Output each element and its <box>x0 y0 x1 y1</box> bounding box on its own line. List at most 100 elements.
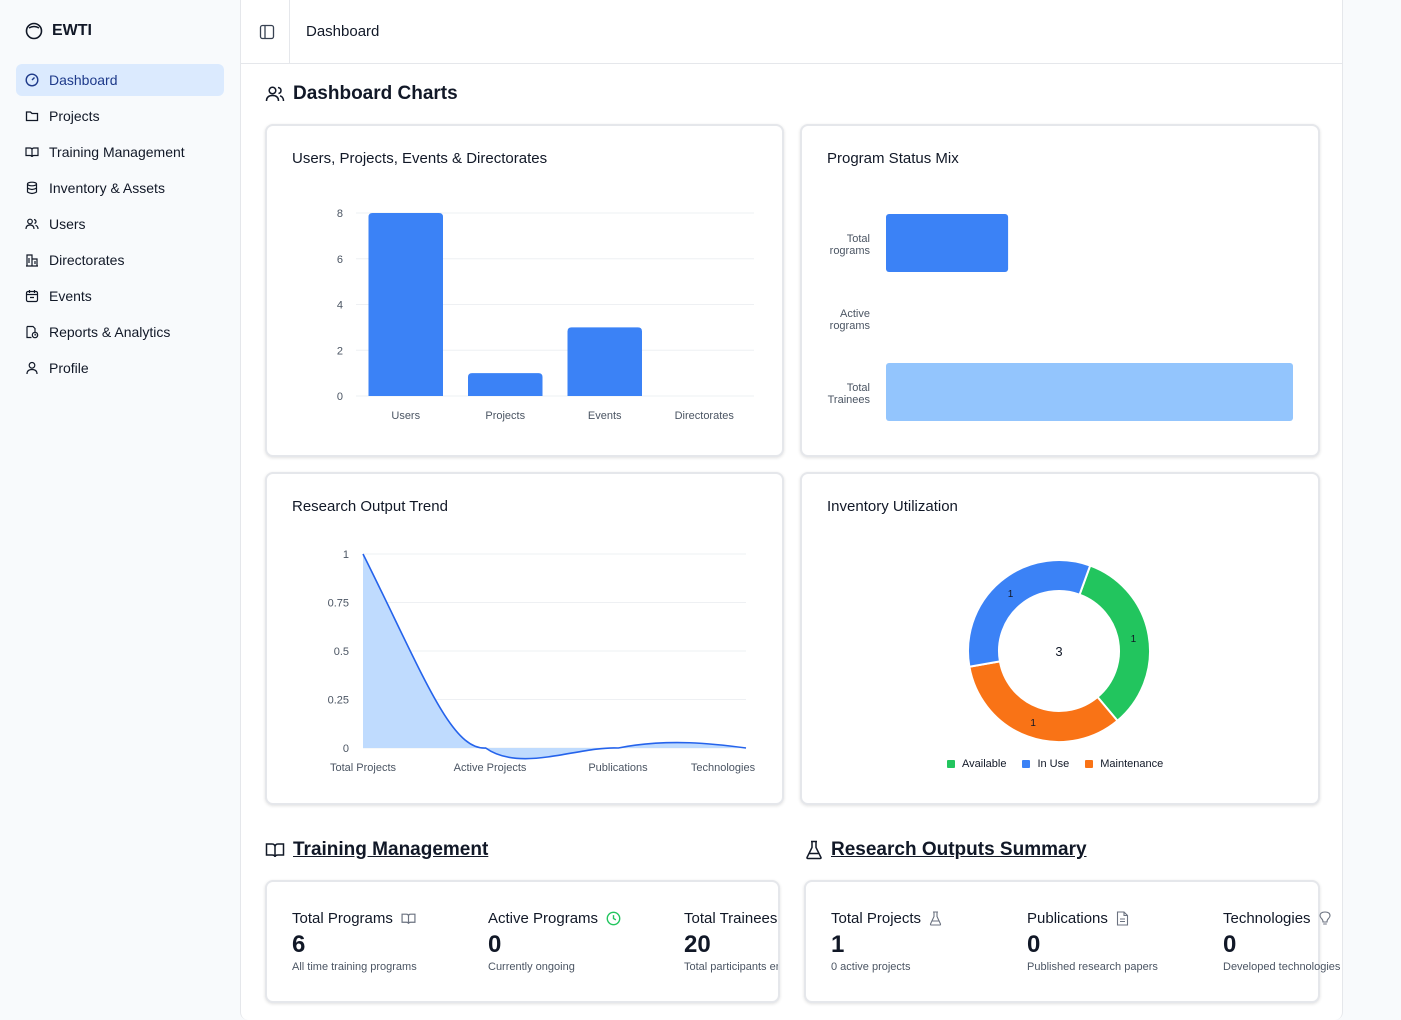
sidebar-nav: Dashboard Projects Training Management I… <box>16 64 224 388</box>
legend-label: In Use <box>1037 758 1070 770</box>
slice-label: 1 <box>1008 589 1014 600</box>
stat-value: 6 <box>292 931 306 958</box>
research-outputs-summary-link[interactable]: Research Outputs Summary <box>805 839 1087 861</box>
users-projects-events-chart-card: Users, Projects, Events & Directorates 0… <box>265 124 784 457</box>
y-tick-label: rograms <box>830 245 871 257</box>
pie-slice <box>967 559 1092 668</box>
flask-icon <box>929 911 942 926</box>
sidebar-item-directorates[interactable]: Directorates <box>16 244 224 276</box>
legend-item-in-use[interactable]: In Use <box>1022 758 1069 770</box>
sidebar-item-label: Profile <box>49 360 89 376</box>
legend-swatch <box>1022 760 1031 768</box>
y-tick-label: rograms <box>830 320 871 332</box>
stat-total-trainees: Total Trainees 20 Total participants enr… <box>684 910 778 973</box>
stat-value: 20 <box>684 931 711 958</box>
sidebar-item-training-management[interactable]: Training Management <box>16 136 224 168</box>
sidebar-item-events[interactable]: Events <box>16 280 224 312</box>
book-icon <box>265 843 285 858</box>
sidebar-item-inventory-assets[interactable]: Inventory & Assets <box>16 172 224 204</box>
stat-value: 0 <box>488 931 502 958</box>
stat-total-programs: Total Programs 6 All time training progr… <box>292 910 417 973</box>
bar <box>886 363 1293 421</box>
stat-label: Technologies <box>1223 910 1311 927</box>
report-icon <box>26 325 39 339</box>
y-tick-label: Total <box>847 233 870 245</box>
stat-total-projects: Total Projects 1 0 active projects <box>831 910 942 973</box>
stat-label: Active Programs <box>488 910 599 927</box>
stat-label: Total Projects <box>831 910 922 927</box>
brand[interactable]: EWTI <box>25 22 92 40</box>
training-management-link[interactable]: Training Management <box>265 839 488 861</box>
legend-item-maintenance[interactable]: Maintenance <box>1085 758 1163 770</box>
y-tick-label: 8 <box>337 208 343 220</box>
stat-value: 0 <box>1027 931 1041 958</box>
area-chart: 0 0.25 0.5 0.75 1 Total Projects Active Projec… <box>328 549 756 774</box>
pie-slice <box>968 660 1119 743</box>
document-icon <box>1116 911 1128 926</box>
logo-icon <box>25 22 43 40</box>
sidebar-item-label: Projects <box>49 108 100 124</box>
main-content: Dashboard Dashboard Charts Users, Projec… <box>240 0 1343 1020</box>
legend-item-available[interactable]: Available <box>947 758 1006 770</box>
database-icon <box>26 181 38 195</box>
legend-label: Available <box>962 758 1007 770</box>
stat-subtext: Total participants enro <box>684 961 778 973</box>
x-tick-label: Projects <box>485 410 525 422</box>
y-tick-label: 0.75 <box>328 598 349 610</box>
legend-swatch <box>947 760 955 768</box>
topbar: Dashboard <box>241 0 1342 64</box>
stat-active-programs: Active Programs 0 Currently ongoing <box>488 910 621 973</box>
legend-label: Maintenance <box>1100 758 1164 770</box>
sidebar-item-label: Reports & Analytics <box>49 324 171 340</box>
sidebar: EWTI Dashboard Projects Training Managem… <box>0 0 240 1020</box>
x-tick-label: Total Projects <box>330 762 397 774</box>
x-tick-label: Users <box>391 410 420 422</box>
bar <box>468 373 543 396</box>
calendar-icon <box>25 290 39 303</box>
area-fill <box>363 554 746 759</box>
stat-value: 1 <box>831 931 845 958</box>
clock-icon <box>606 911 621 926</box>
stat-publications: Publications 0 Published research papers <box>1027 910 1158 973</box>
topbar-divider <box>289 0 290 63</box>
pie-slice <box>1078 564 1151 723</box>
y-tick-label: Total <box>847 382 870 394</box>
book-icon <box>25 147 39 158</box>
x-tick-label: Publications <box>588 762 648 774</box>
chart-title: Inventory Utilization <box>827 498 958 515</box>
donut-center-label: 3 <box>1055 644 1062 659</box>
chart-title: Program Status Mix <box>827 150 959 167</box>
research-output-trend-card: Research Output Trend 0 0.25 0.5 0.75 1 Total… <box>265 472 784 805</box>
sidebar-item-reports-analytics[interactable]: Reports & Analytics <box>16 316 224 348</box>
y-tick-label: 1 <box>343 549 349 561</box>
sidebar-item-label: Events <box>49 288 92 304</box>
y-tick-label: 0 <box>337 391 343 403</box>
research-stats-card: Total Projects 1 0 active projects Publi… <box>804 880 1340 1003</box>
lightbulb-icon <box>1319 911 1331 925</box>
y-tick-label: 4 <box>337 300 343 312</box>
slice-label: 1 <box>1030 718 1036 729</box>
slice-label: 1 <box>1131 634 1137 645</box>
chart-legend: Available In Use Maintenance <box>947 758 1163 770</box>
folder-icon <box>25 111 39 122</box>
stat-subtext: Currently ongoing <box>488 961 575 973</box>
stat-value: 0 <box>1223 931 1237 958</box>
sidebar-item-projects[interactable]: Projects <box>16 100 224 132</box>
stat-label: Total Trainees <box>684 910 778 927</box>
sidebar-item-label: Training Management <box>49 144 185 160</box>
sidebar-item-profile[interactable]: Profile <box>16 352 224 384</box>
sidebar-item-label: Directorates <box>49 252 125 268</box>
users-icon <box>25 218 39 230</box>
sidebar-item-users[interactable]: Users <box>16 208 224 240</box>
chart-title: Research Output Trend <box>292 498 448 515</box>
stat-technologies: Technologies 0 Developed technologies <box>1223 910 1340 973</box>
y-tick-label: 6 <box>337 254 343 266</box>
chart-title: Users, Projects, Events & Directorates <box>292 150 548 167</box>
building-icon <box>26 254 38 267</box>
sidebar-toggle-icon[interactable] <box>259 24 275 40</box>
bar-chart: 0 2 4 6 8 Users Projects Events Directorates <box>337 208 754 422</box>
donut-chart: 1 1 1 3 <box>967 559 1151 743</box>
sidebar-item-dashboard[interactable]: Dashboard <box>16 64 224 96</box>
x-tick-label: Directorates <box>675 410 735 422</box>
